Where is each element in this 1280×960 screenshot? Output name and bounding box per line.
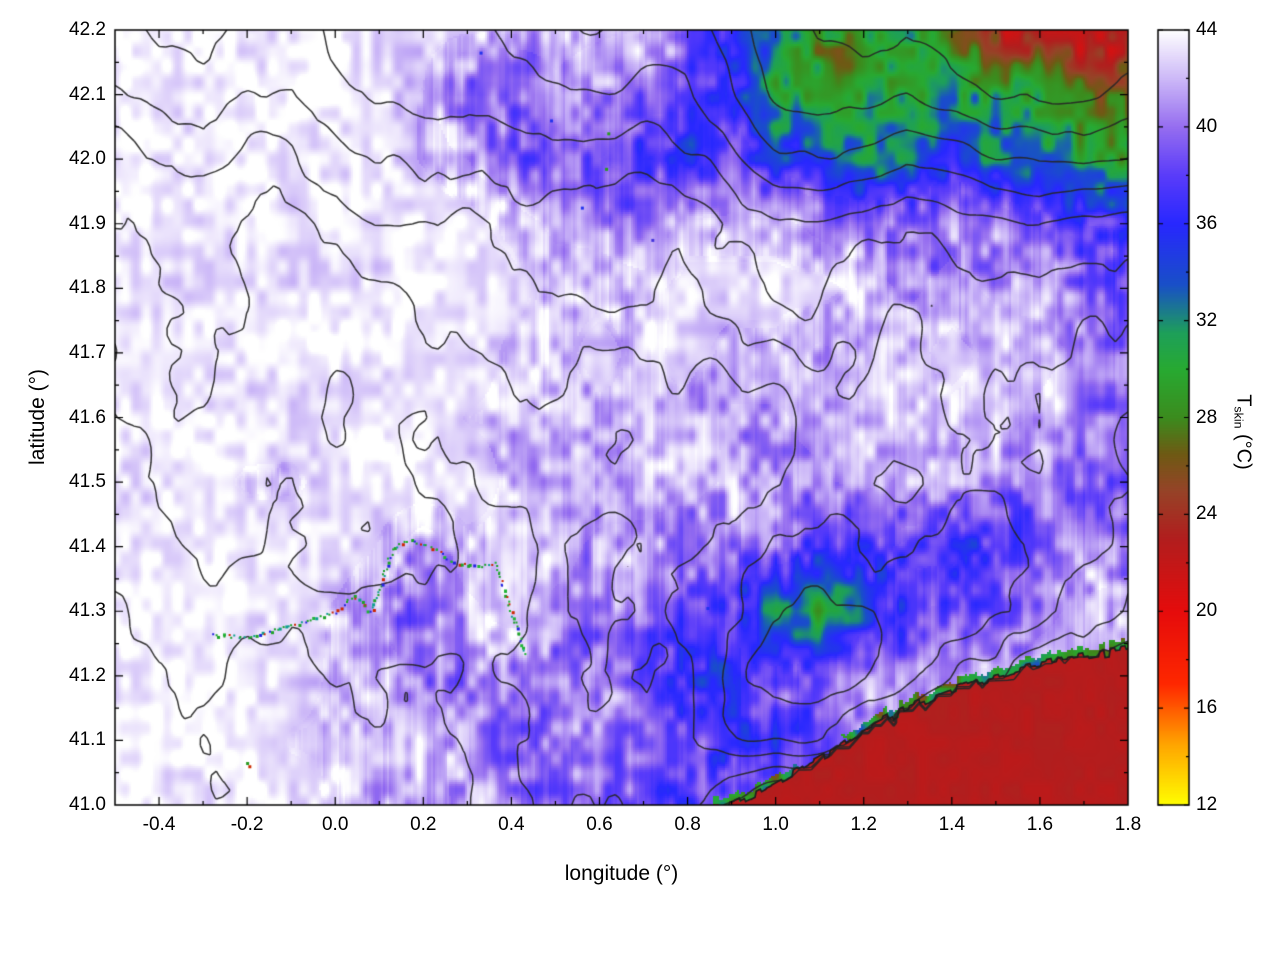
y-tick-label: 41.9 [69, 212, 106, 234]
y-tick-label: 41.0 [69, 794, 106, 815]
colorbar-label-subscript: skin [1231, 406, 1246, 429]
colorbar-tick-label: 44 [1196, 19, 1218, 40]
y-tick-label: 41.4 [69, 535, 106, 557]
y-axis-label: latitude (°) [26, 369, 49, 465]
y-tick-label: 42.0 [69, 148, 106, 170]
colorbar-label-suffix: (°C) [1232, 428, 1255, 470]
x-tick-label: 0.8 [674, 814, 701, 835]
y-tick-label: 41.5 [69, 471, 106, 493]
x-tick-label: -0.2 [230, 814, 264, 835]
x-axis-label: longitude (°) [564, 862, 679, 885]
x-tick-label: -0.4 [142, 814, 176, 835]
colorbar-tick-label: 40 [1196, 115, 1218, 137]
colorbar-tick-label: 36 [1196, 212, 1218, 234]
y-tick-label: 41.3 [69, 600, 106, 622]
x-tick-label: 1.2 [850, 814, 877, 835]
y-tick-label: 41.6 [69, 406, 106, 428]
x-tick-label: 1.4 [938, 814, 966, 835]
colorbar-tick-label: 28 [1196, 406, 1218, 428]
colorbar-tick-label: 32 [1196, 309, 1218, 331]
x-tick-label: 0.2 [410, 814, 437, 835]
x-tick-label: 1.0 [762, 814, 789, 835]
colorbar-label: Tskin (°C) [1231, 394, 1254, 470]
colorbar-tick-label: 16 [1196, 697, 1218, 719]
y-tick-label: 41.7 [69, 341, 106, 363]
x-tick-label: 1.6 [1026, 814, 1054, 835]
y-tick-label: 41.8 [69, 277, 106, 299]
x-tick-label: 0.4 [498, 814, 525, 835]
y-tick-label: 42.1 [69, 83, 106, 105]
colorbar-tick-label: 24 [1196, 503, 1218, 525]
y-tick-label: 41.2 [69, 664, 106, 686]
y-tick-label: 42.2 [69, 19, 106, 40]
x-tick-label: 0.6 [586, 814, 613, 835]
colorbar-label-prefix: T [1232, 394, 1255, 407]
x-tick-label: 1.8 [1114, 814, 1142, 835]
y-tick-label: 41.1 [69, 729, 106, 751]
colorbar-tick-label: 20 [1196, 600, 1218, 622]
x-tick-label: 0.0 [321, 814, 349, 835]
colorbar-tick-label: 12 [1196, 794, 1218, 815]
